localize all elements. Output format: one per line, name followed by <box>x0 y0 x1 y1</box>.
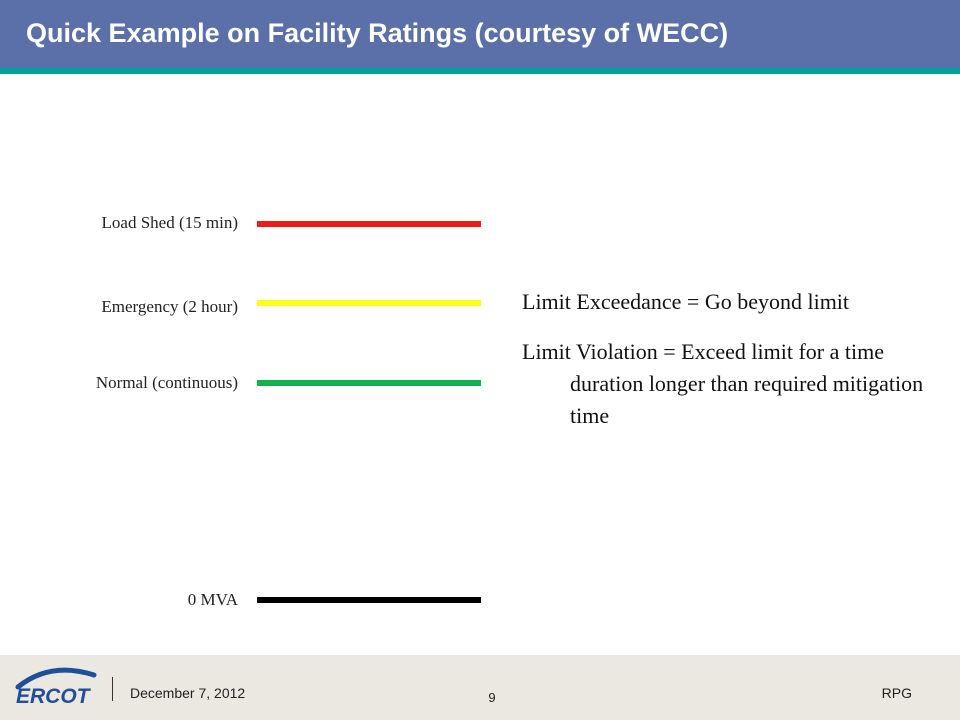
definitions-text: Limit Exceedance = Go beyond limit Limit… <box>522 286 942 432</box>
rating-line-load-shed <box>257 221 481 227</box>
slide-title: Quick Example on Facility Ratings (court… <box>26 18 729 48</box>
rating-line-emergency <box>257 300 481 306</box>
rating-label-zero-mva: 0 MVA <box>187 590 238 609</box>
ercot-logo-icon: ERCOT <box>15 667 97 708</box>
footer: ERCOT December 7, 2012 9 RPG <box>0 655 960 720</box>
logo-text: ERCOT <box>16 685 92 708</box>
rating-label-emergency: Emergency (2 hour) <box>101 297 238 316</box>
rating-line-zero-mva <box>257 597 481 603</box>
footer-divider <box>112 677 113 701</box>
footer-department: RPG <box>881 685 912 701</box>
definition-limit-exceedance: Limit Exceedance = Go beyond limit <box>522 289 850 314</box>
page-number: 9 <box>488 690 496 705</box>
rating-label-normal: Normal (continuous) <box>95 373 238 392</box>
title-bar: Quick Example on Facility Ratings (court… <box>0 0 960 68</box>
definition-limit-violation: Limit Violation = Exceed limit for a tim… <box>522 339 924 428</box>
footer-date: December 7, 2012 <box>130 685 246 701</box>
rating-line-normal <box>257 380 481 386</box>
title-accent-stripe <box>0 68 960 74</box>
rating-label-load-shed: Load Shed (15 min) <box>101 213 238 232</box>
